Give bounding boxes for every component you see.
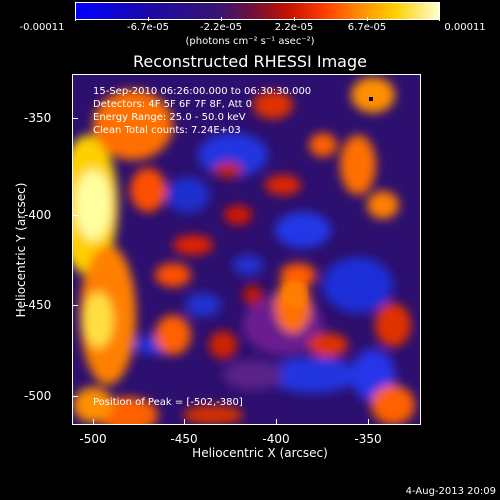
x-axis-tickmark <box>368 419 369 425</box>
y-tick-label: -400 <box>24 208 52 222</box>
heatmap-image <box>73 75 420 424</box>
x-axis-tickmark <box>184 419 185 425</box>
x-tick-label: -400 <box>262 432 290 446</box>
x-axis-tickmark <box>93 419 94 425</box>
y-axis-tickmark <box>72 118 78 119</box>
info-total-counts: Clean Total counts: 7.24E+03 <box>93 125 241 136</box>
colorbar-unit: (photons cm⁻² s⁻¹ asec⁻²) <box>185 36 315 47</box>
colorbar-tick-label: -6.7e-05 <box>127 22 169 33</box>
y-tick-label: -350 <box>24 111 52 125</box>
y-axis-tickmark <box>72 396 78 397</box>
peak-position-label: Position of Peak = [-502,-380] <box>93 397 243 408</box>
y-axis-tickmark <box>72 215 78 216</box>
colorbar-tick-label: 2.2e-05 <box>274 22 314 33</box>
info-detectors: Detectors: 4F 5F 6F 7F 8F, Att 0 <box>93 99 253 110</box>
info-energy-range: Energy Range: 25.0 - 50.0 keV <box>93 112 246 123</box>
x-tick-label: -350 <box>354 432 382 446</box>
colorbar <box>75 2 440 20</box>
colorbar-tick-label: 6.7e-05 <box>347 22 387 33</box>
y-axis-label: Heliocentric Y (arcsec) <box>14 182 28 318</box>
x-axis-label: Heliocentric X (arcsec) <box>192 446 328 460</box>
y-tick-label: -450 <box>24 298 52 312</box>
y-tick-label: -500 <box>24 389 52 403</box>
colorbar-tickmark <box>294 17 295 21</box>
colorbar-tickmark <box>148 17 149 21</box>
colorbar-tickmark <box>75 17 76 21</box>
colorbar-tick-label: 0.00011 <box>444 22 486 33</box>
x-axis-tickmark <box>276 419 277 425</box>
y-axis-tickmark <box>72 305 78 306</box>
colorbar-tick-label: -2.2e-05 <box>200 22 242 33</box>
image-plot: 15-Sep-2010 06:26:00.000 to 06:30:30.000… <box>72 74 421 425</box>
colorbar-tickmark <box>221 17 222 21</box>
colorbar-tickmark <box>439 17 440 21</box>
x-tick-label: -450 <box>170 432 198 446</box>
footer-date: 4-Aug-2013 20:09 <box>405 486 496 497</box>
x-tick-label: -500 <box>79 432 107 446</box>
colorbar-tick-label: -0.00011 <box>19 22 65 33</box>
colorbar-tickmark <box>367 17 368 21</box>
plot-title: Reconstructed RHESSI Image <box>133 52 367 71</box>
info-time-range: 15-Sep-2010 06:26:00.000 to 06:30:30.000 <box>93 86 312 97</box>
